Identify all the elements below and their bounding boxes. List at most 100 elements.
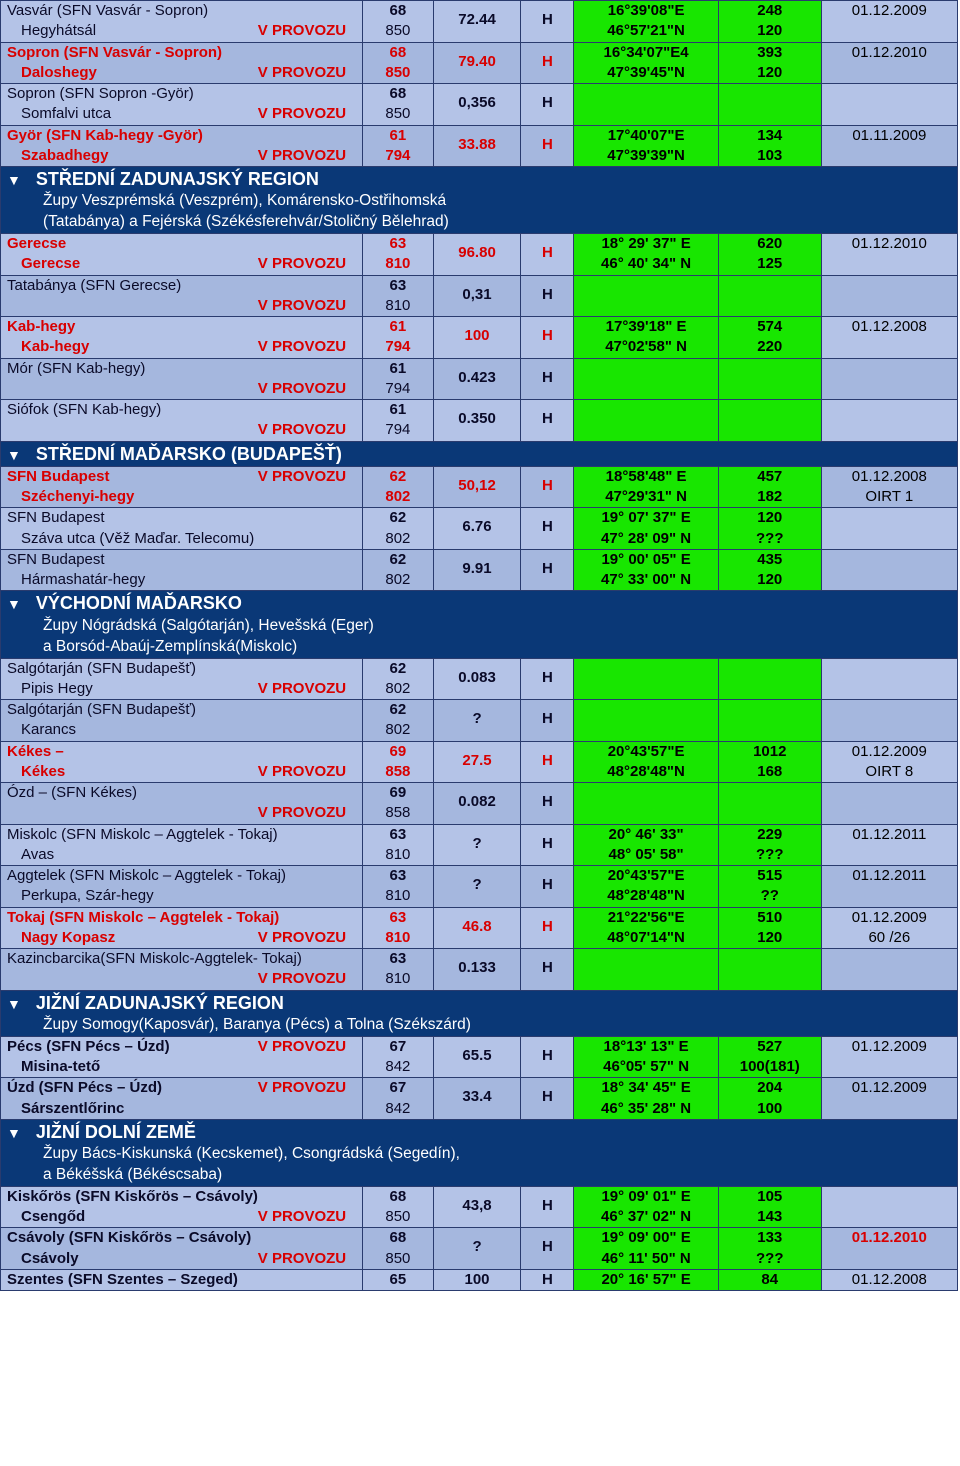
location-line1: Mór (SFN Kab-hegy) — [7, 360, 145, 377]
status-label: V PROVOZU — [258, 1078, 356, 1098]
location-line1: Salgótarján (SFN Budapešť) — [7, 701, 196, 718]
table-row: Kékes –KékesV PROVOZU 69858 27.5 H 20°43… — [1, 741, 958, 783]
table-row: Mór (SFN Kab-hegy)V PROVOZU 61794 0.423 … — [1, 358, 958, 400]
table-row: SFN BudapestHármashatár-hegy 62802 9.91 … — [1, 549, 958, 591]
location-line1: Györ (SFN Kab-hegy -Györ) — [7, 127, 203, 144]
status-label: V PROVOZU — [258, 337, 356, 357]
location-line2: Csengőd — [7, 1208, 85, 1225]
status-label: V PROVOZU — [258, 1037, 356, 1057]
status-label: V PROVOZU — [258, 296, 356, 316]
location-line1: Gerecse — [7, 235, 66, 252]
region-header: ▼ STŘEDNÍ ZADUNAJSKÝ REGION Župy Veszpré… — [1, 167, 958, 234]
status-label: V PROVOZU — [258, 679, 356, 699]
location-line2: Széchenyi-hegy — [7, 488, 134, 505]
location-line2: Gerecse — [7, 255, 80, 272]
location-line1: Siófok (SFN Kab-hegy) — [7, 401, 161, 418]
status-label: V PROVOZU — [258, 467, 356, 487]
region-title: VÝCHODNÍ MAĎARSKO — [36, 593, 242, 613]
location-line1: SFN Budapest — [7, 551, 105, 568]
status-label: V PROVOZU — [258, 928, 356, 948]
location-line1: SFN Budapest — [7, 509, 105, 526]
transmitter-table: Vasvár (SFN Vasvár - Sopron) Hegyhátsál V … — [0, 0, 958, 1291]
chevron-down-icon: ▼ — [7, 1124, 21, 1143]
location-line2: Kékes — [7, 763, 65, 780]
region-title: STŘEDNÍ MAĎARSKO (BUDAPEŠŤ) — [36, 444, 342, 464]
location-line1: Sopron (SFN Vasvár - Sopron) — [7, 44, 222, 61]
location-line1: Csávoly (SFN Kiskőrös – Csávoly) — [7, 1229, 251, 1246]
table-row: Salgótarján (SFN Budapešť) Pipis Hegy V PR… — [1, 658, 958, 700]
location-line2: Misina-tető — [7, 1058, 100, 1075]
table-row: Pécs (SFN Pécs – Úzd) V PROVOZU Misina-t… — [1, 1036, 958, 1078]
status-label: V PROVOZU — [258, 21, 356, 41]
status-label: V PROVOZU — [258, 379, 356, 399]
location-line1: Kiskőrös (SFN Kiskőrös – Csávoly) — [7, 1188, 258, 1205]
table-row: Úzd (SFN Pécs – Úzd) V PROVOZU Sárszentl… — [1, 1078, 958, 1120]
chevron-down-icon: ▼ — [7, 171, 21, 190]
region-header: ▼ JIŽNÍ DOLNÍ ZEMĚ Župy Bács-Kiskunská (… — [1, 1119, 958, 1186]
region-title: JIŽNÍ ZADUNAJSKÝ REGION — [36, 993, 284, 1013]
location-line1: Sopron (SFN Sopron -Györ) — [7, 85, 194, 102]
chevron-down-icon: ▼ — [7, 595, 21, 614]
location-line1: Szentes (SFN Szentes – Szeged) — [7, 1271, 238, 1288]
table-row: Ózd – (SFN Kékes)V PROVOZU 69858 0.082 H — [1, 783, 958, 825]
table-row: Tatabánya (SFN Gerecse)V PROVOZU 63810 0… — [1, 275, 958, 317]
status-label: V PROVOZU — [258, 420, 356, 440]
table-row: Sopron (SFN Vasvár - Sopron)DaloshegyV P… — [1, 42, 958, 84]
location-line2: Pipis Hegy — [7, 680, 93, 697]
status-label: V PROVOZU — [258, 803, 356, 823]
location-line1: Salgótarján (SFN Budapešť) — [7, 660, 196, 677]
location-line2: Avas — [7, 846, 54, 863]
location-line1: Pécs (SFN Pécs – Úzd) — [7, 1038, 170, 1055]
table-row: Szentes (SFN Szentes – Szeged) 65 100 H … — [1, 1269, 958, 1290]
location-line1: Tokaj (SFN Miskolc – Aggtelek - Tokaj) — [7, 909, 279, 926]
table-row: Tokaj (SFN Miskolc – Aggtelek - Tokaj) Na… — [1, 907, 958, 949]
status-label: V PROVOZU — [258, 762, 356, 782]
status-label: V PROVOZU — [258, 104, 356, 124]
location-line2: Szabadhegy — [7, 147, 109, 164]
status-label: V PROVOZU — [258, 254, 356, 274]
location-line2: Perkupa, Szár-hegy — [7, 887, 154, 904]
table-row: SFN Budapest V PROVOZU Széchenyi-hegy 62… — [1, 466, 958, 508]
location-line1: Vasvár (SFN Vasvár - Sopron) — [7, 2, 208, 19]
table-row: SFN Budapest Száva utca (Věž Maďar. Telec… — [1, 508, 958, 550]
status-label: V PROVOZU — [258, 1249, 356, 1269]
location-line2: Csávoly — [7, 1250, 79, 1267]
location-line2: Száva utca (Věž Maďar. Telecomu) — [7, 530, 254, 547]
table-row: Vasvár (SFN Vasvár - Sopron) Hegyhátsál V … — [1, 1, 958, 43]
location-line1: SFN Budapest — [7, 468, 110, 485]
status-label: V PROVOZU — [258, 146, 356, 166]
status-label: V PROVOZU — [258, 969, 356, 989]
location-line2: Nagy Kopasz — [7, 929, 115, 946]
table-row: Kazincbarcika(SFN Miskolc-Aggtelek- Toka… — [1, 949, 958, 991]
chevron-down-icon: ▼ — [7, 995, 21, 1014]
location-line1: Kékes – — [7, 743, 64, 760]
location-line2: Hegyhátsál — [7, 22, 96, 39]
table-row: Kab-hegyKab-hegyV PROVOZU 61794 100 H 17… — [1, 317, 958, 359]
table-row: Györ (SFN Kab-hegy -Györ) Szabadhegy V PRO… — [1, 125, 958, 167]
location-line2: Kab-hegy — [7, 338, 89, 355]
region-title: STŘEDNÍ ZADUNAJSKÝ REGION — [36, 169, 319, 189]
table-row: Aggtelek (SFN Miskolc – Aggtelek - Tokaj… — [1, 866, 958, 908]
table-row: Miskolc (SFN Miskolc – Aggtelek - Tokaj)… — [1, 824, 958, 866]
table-row: Salgótarján (SFN Budapešť)Karancs 62802 … — [1, 700, 958, 742]
location-line2: Somfalvi utca — [7, 105, 111, 122]
location-line2: Sárszentlőrinc — [7, 1100, 124, 1117]
location-line1: Kazincbarcika(SFN Miskolc-Aggtelek- Toka… — [7, 950, 302, 967]
location-line2: Karancs — [7, 721, 76, 738]
region-title: JIŽNÍ DOLNÍ ZEMĚ — [36, 1122, 196, 1142]
table-row: Kiskőrös (SFN Kiskőrös – Csávoly) Csengőd… — [1, 1186, 958, 1228]
region-header: ▼ STŘEDNÍ MAĎARSKO (BUDAPEŠŤ) — [1, 441, 958, 466]
chevron-down-icon: ▼ — [7, 446, 21, 465]
status-label: V PROVOZU — [258, 1207, 356, 1227]
location-line2: Hármashatár-hegy — [7, 571, 145, 588]
region-header: ▼ VÝCHODNÍ MAĎARSKO Župy Nógrádská (Salg… — [1, 591, 958, 658]
location-line1: Úzd (SFN Pécs – Úzd) — [7, 1079, 162, 1096]
region-header: ▼ JIŽNÍ ZADUNAJSKÝ REGION Župy Somogy(Ka… — [1, 990, 958, 1036]
location-line1: Ózd – (SFN Kékes) — [7, 784, 137, 801]
table-row: GerecseGerecseV PROVOZU 63810 96.80 H 18… — [1, 234, 958, 276]
table-row: Csávoly (SFN Kiskőrös – Csávoly) Csávoly V… — [1, 1228, 958, 1270]
table-row: Sopron (SFN Sopron -Györ) Somfalvi utca V … — [1, 84, 958, 126]
status-label: V PROVOZU — [258, 63, 356, 83]
location-line1: Miskolc (SFN Miskolc – Aggtelek - Tokaj) — [7, 826, 278, 843]
table-row: Siófok (SFN Kab-hegy)V PROVOZU 61794 0.3… — [1, 400, 958, 442]
